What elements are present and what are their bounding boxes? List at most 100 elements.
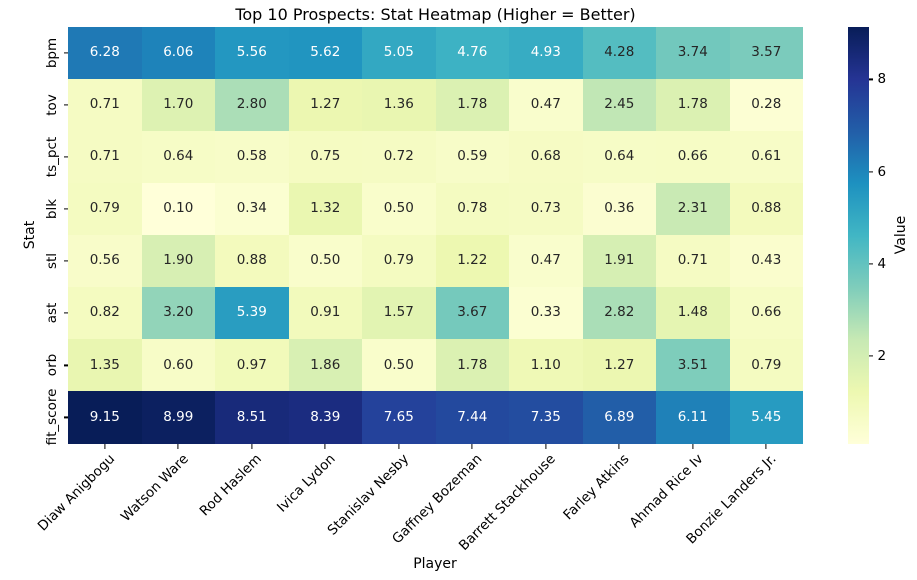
heatmap-cell: 0.79 — [362, 235, 436, 288]
heatmap-cell: 0.82 — [68, 287, 142, 340]
heatmap-cell: 0.88 — [729, 182, 803, 235]
heatmap-cell: 3.67 — [435, 287, 509, 340]
heatmap-cell: 1.36 — [362, 78, 436, 131]
colorbar-label: Value — [893, 215, 909, 255]
x-tick-label: Diaw Anigbogu — [34, 450, 119, 534]
heatmap-cell: 0.71 — [656, 235, 730, 288]
x-tick-mark — [765, 444, 767, 449]
y-tick-label: ts_pct — [43, 136, 60, 177]
heatmap-cell: 5.45 — [729, 391, 803, 444]
heatmap-cell: 2.31 — [656, 182, 730, 235]
heatmap-cell: 1.27 — [582, 339, 656, 392]
heatmap-cell: 1.78 — [435, 78, 509, 131]
heatmap-cell: 0.28 — [729, 78, 803, 131]
heatmap-cell: 0.64 — [582, 130, 656, 183]
heatmap-cell: 3.57 — [729, 26, 803, 79]
heatmap-cell: 0.50 — [362, 182, 436, 235]
y-tick-label: stl — [43, 253, 60, 270]
x-tick-mark — [471, 444, 473, 449]
heatmap-cell: 1.86 — [288, 339, 362, 392]
heatmap-cell: 0.64 — [141, 130, 215, 183]
x-tick-mark — [692, 444, 694, 449]
y-tick-mark — [63, 104, 68, 106]
heatmap-cell: 6.89 — [582, 391, 656, 444]
heatmap-cell: 2.82 — [582, 287, 656, 340]
x-tick-mark — [251, 444, 253, 449]
colorbar-tick-label: 4 — [877, 255, 887, 272]
heatmap-cell: 5.56 — [215, 26, 289, 79]
heatmap-cell: 0.78 — [435, 182, 509, 235]
heatmap-cell: 0.60 — [141, 339, 215, 392]
x-tick-label: Farley Atkins — [560, 450, 633, 523]
heatmap-cell: 1.78 — [656, 78, 730, 131]
x-axis-label: Player — [413, 556, 457, 572]
colorbar-tick-label: 2 — [877, 347, 887, 364]
heatmap-cell: 1.10 — [509, 339, 583, 392]
heatmap-cell: 0.36 — [582, 182, 656, 235]
heatmap-cell: 6.06 — [141, 26, 215, 79]
colorbar-tick-mark — [868, 263, 873, 265]
y-tick-mark — [63, 156, 68, 158]
heatmap-cell: 0.91 — [288, 287, 362, 340]
heatmap-cell: 8.39 — [288, 391, 362, 444]
heatmap-cell: 0.61 — [729, 130, 803, 183]
heatmap-cell: 3.20 — [141, 287, 215, 340]
y-tick-label: orb — [43, 354, 60, 377]
x-tick-mark — [618, 444, 620, 449]
heatmap-cell: 0.33 — [509, 287, 583, 340]
heatmap-cell: 0.68 — [509, 130, 583, 183]
y-tick-mark — [63, 416, 68, 419]
heatmap-cell: 8.99 — [141, 391, 215, 444]
heatmap-cell: 1.35 — [68, 339, 142, 392]
heatmap-cell: 7.65 — [362, 391, 436, 444]
x-tick-mark — [177, 444, 179, 449]
colorbar-tick-label: 6 — [877, 163, 887, 180]
heatmap-cell: 0.59 — [435, 130, 509, 183]
x-tick-label: Ahmad Rice Iv — [626, 450, 707, 531]
heatmap-cell: 0.79 — [68, 182, 142, 235]
y-tick-label: fit_score — [43, 389, 60, 446]
heatmap-cell: 0.34 — [215, 182, 289, 235]
heatmap-cell: 0.66 — [729, 287, 803, 340]
heatmap-cell: 0.71 — [68, 130, 142, 183]
x-tick-mark — [324, 444, 326, 449]
heatmap-cell: 0.43 — [729, 235, 803, 288]
heatmap-cell: 4.76 — [435, 26, 509, 79]
y-tick-mark — [63, 260, 68, 262]
heatmap-cell: 5.39 — [215, 287, 289, 340]
heatmap-cell: 6.28 — [68, 26, 142, 79]
y-tick-mark — [63, 312, 68, 314]
heatmap-cell: 0.72 — [362, 130, 436, 183]
heatmap-cell: 1.90 — [141, 235, 215, 288]
heatmap-cell: 0.73 — [509, 182, 583, 235]
heatmap-cell: 0.71 — [68, 78, 142, 131]
heatmap-cell: 0.79 — [729, 339, 803, 392]
heatmap-cell: 4.93 — [509, 26, 583, 79]
heatmap-cell: 0.50 — [362, 339, 436, 392]
chart-title: Top 10 Prospects: Stat Heatmap (Higher =… — [235, 5, 636, 24]
x-tick-mark — [398, 444, 400, 449]
colorbar — [847, 26, 869, 444]
heatmap-grid: 6.28 6.06 5.56 5.62 5.05 4.76 4.93 4.28 3.74 3.57… — [68, 26, 803, 444]
x-tick-mark — [104, 444, 106, 449]
y-tick-label: bpm — [43, 37, 60, 68]
heatmap-cell: 0.47 — [509, 78, 583, 131]
heatmap-cell: 0.58 — [215, 130, 289, 183]
y-axis-label: Stat — [22, 220, 38, 250]
heatmap-cell: 1.70 — [141, 78, 215, 131]
heatmap-cell: 1.91 — [582, 235, 656, 288]
heatmap-cell: 3.51 — [656, 339, 730, 392]
heatmap-cell: 0.66 — [656, 130, 730, 183]
heatmap-cell: 3.74 — [656, 26, 730, 79]
heatmap-cell: 0.88 — [215, 235, 289, 288]
y-tick-mark — [63, 51, 68, 54]
y-tick-label: ast — [43, 302, 60, 324]
heatmap-cell: 7.35 — [509, 391, 583, 444]
heatmap-cell: 0.56 — [68, 235, 142, 288]
x-tick-label: Ivica Lydon — [273, 450, 339, 516]
colorbar-tick-mark — [868, 171, 873, 173]
heatmap-cell: 6.11 — [656, 391, 730, 444]
heatmap-cell: 1.27 — [288, 78, 362, 131]
heatmap-cell: 2.45 — [582, 78, 656, 131]
